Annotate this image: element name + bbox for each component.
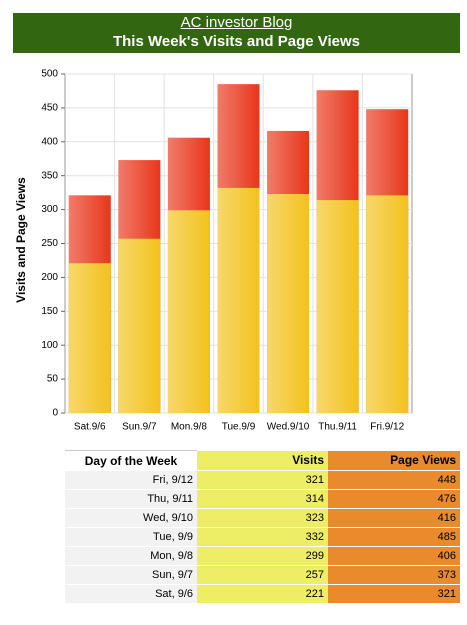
y-tick-label: 100 — [41, 340, 58, 351]
x-tick-label: Sat.9/6 — [74, 422, 106, 433]
table-cell: Fri, 9/12 — [65, 470, 197, 490]
x-tick-label: Fri.9/12 — [370, 422, 404, 433]
table-cell: 323 — [197, 508, 328, 528]
table-cell: Wed, 9/10 — [65, 508, 197, 528]
bar-shine — [316, 200, 359, 413]
data-table: Day of the Week Visits Page Views Fri, 9/12… — [65, 450, 460, 604]
table-cell: 416 — [328, 508, 460, 528]
y-tick-label: 350 — [41, 170, 58, 181]
column-header: Visits — [197, 450, 328, 471]
table-row: Sun, 9/7 257 373 — [65, 565, 460, 585]
blog-link[interactable]: AC investor Blog — [180, 14, 293, 31]
bar-shine — [366, 195, 409, 413]
table-cell: 476 — [328, 489, 460, 509]
table-cell: 321 — [328, 584, 460, 604]
column-header: Page Views — [328, 450, 460, 471]
table-cell: Tue, 9/9 — [65, 527, 197, 547]
bar-shine — [68, 263, 111, 413]
x-tick-label: Mon.9/8 — [171, 422, 208, 433]
y-tick-label: 50 — [47, 374, 59, 385]
bar-shine — [217, 187, 260, 413]
table-cell: 373 — [328, 565, 460, 585]
y-tick-label: 200 — [41, 272, 58, 283]
bar-shine — [167, 210, 210, 413]
y-tick-label: 400 — [41, 136, 58, 147]
table-row: Mon, 9/8 299 406 — [65, 546, 460, 566]
table-cell: 448 — [328, 470, 460, 490]
bar-shine — [267, 194, 310, 413]
y-tick-label: 250 — [41, 238, 58, 249]
table-row: Sat, 9/6 221 321 — [65, 584, 460, 604]
y-tick-label: 450 — [41, 103, 58, 114]
table-row: Tue, 9/9 332 485 — [65, 527, 460, 547]
bar-shine — [118, 238, 161, 413]
table-cell: 221 — [197, 584, 328, 604]
x-tick-label: Wed.9/10 — [267, 422, 310, 433]
column-header: Day of the Week — [65, 450, 197, 471]
y-axis-label: Visits and Page Views — [14, 177, 28, 303]
table-cell: Mon, 9/8 — [65, 546, 197, 566]
x-tick-label: Sun.9/7 — [122, 422, 157, 433]
table-cell: 321 — [197, 470, 328, 490]
table-row: Fri, 9/12 321 448 — [65, 470, 460, 490]
table-row: Wed, 9/10 323 416 — [65, 508, 460, 528]
table-cell: 257 — [197, 565, 328, 585]
x-tick-label: Thu.9/11 — [318, 422, 357, 433]
x-tick-label: Tue.9/9 — [222, 422, 256, 433]
header-row: Day of the Week Visits Page Views — [65, 450, 460, 471]
y-tick-label: 300 — [41, 204, 58, 215]
table-cell: 485 — [328, 527, 460, 547]
chart: Visits and Page Views 0 50 100 150 200 250 300… — [14, 69, 413, 433]
y-tick-label: 150 — [41, 306, 58, 317]
table-cell: 332 — [197, 527, 328, 547]
y-tick-label: 0 — [52, 408, 58, 419]
table-cell: 406 — [328, 546, 460, 566]
header: AC investor Blog This Week's Visits and … — [13, 13, 460, 53]
table-cell: 314 — [197, 489, 328, 509]
chart-title: This Week's Visits and Page Views — [112, 33, 361, 50]
table-cell: Sun, 9/7 — [65, 565, 197, 585]
y-tick-label: 500 — [41, 69, 58, 80]
table-row: Thu, 9/11 314 476 — [65, 489, 460, 509]
table-cell: Sat, 9/6 — [65, 584, 197, 604]
table-cell: 299 — [197, 546, 328, 566]
table-cell: Thu, 9/11 — [65, 489, 197, 509]
